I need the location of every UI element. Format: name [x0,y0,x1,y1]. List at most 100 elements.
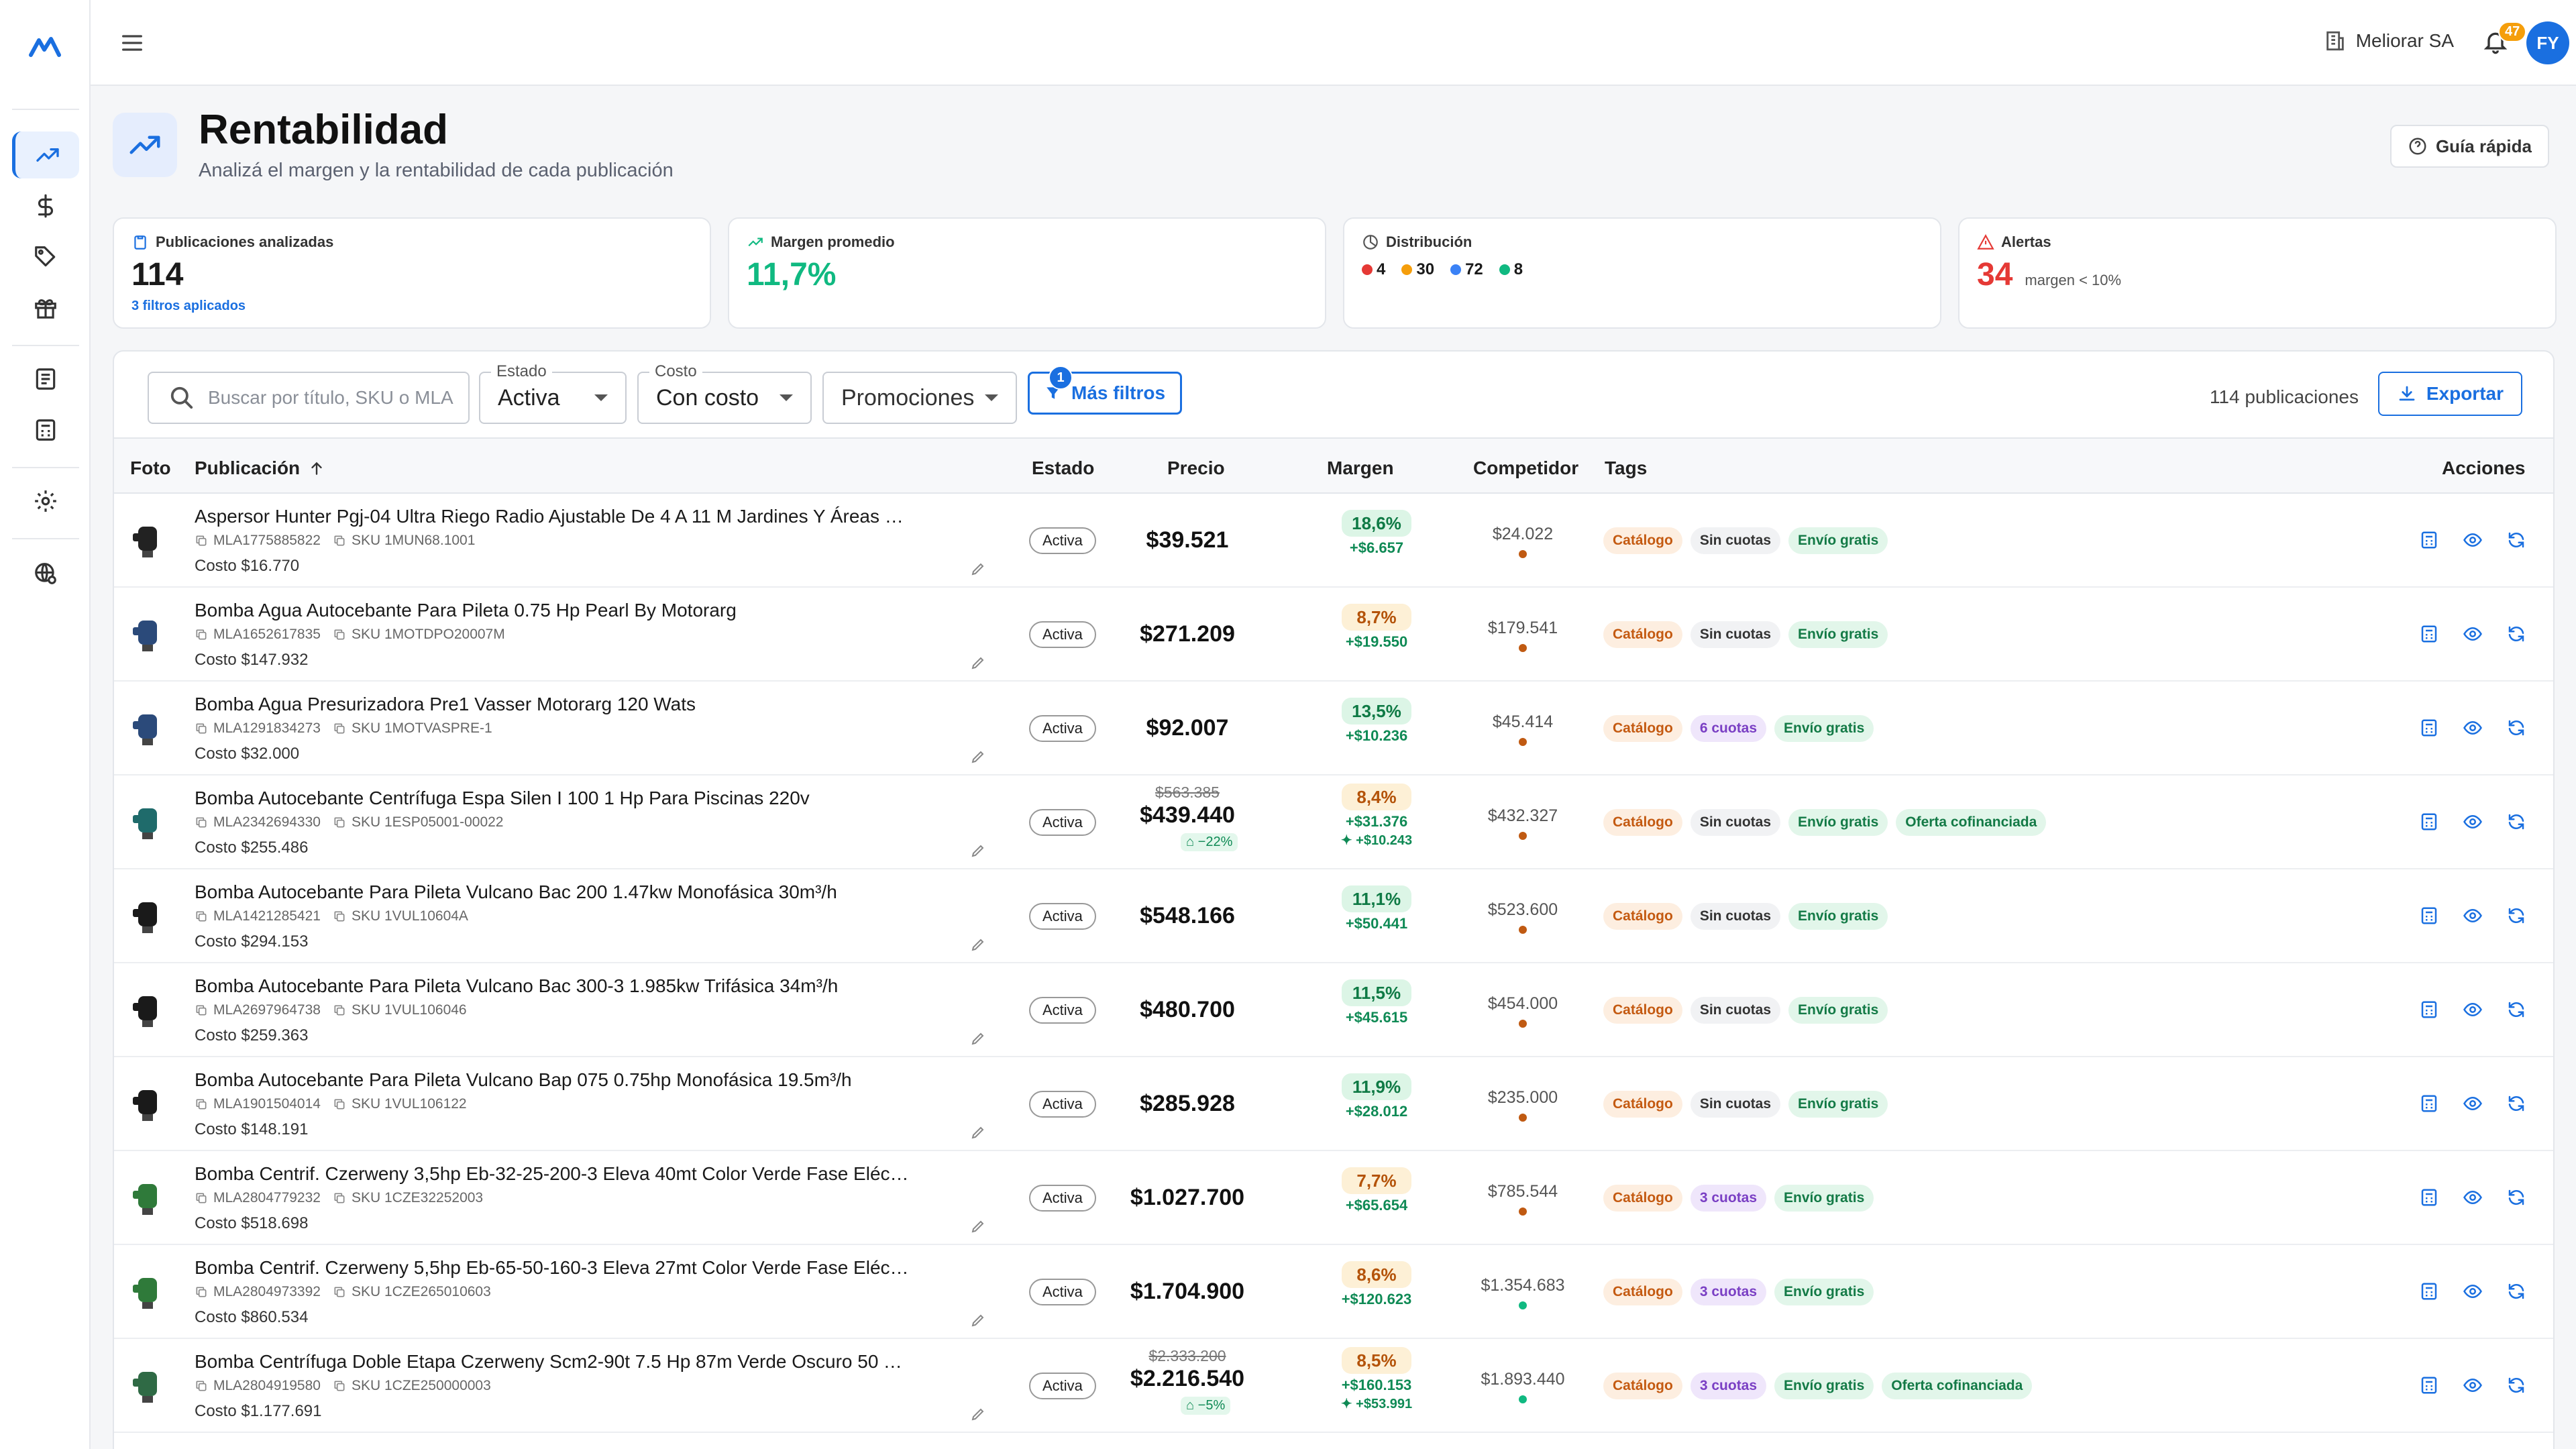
publication-title[interactable]: Bomba Centrífuga Doble Etapa Czerweny Sc… [195,1351,912,1372]
calculator-button[interactable] [2419,530,2439,550]
calculator-button[interactable] [2419,1000,2439,1020]
edit-cost-button[interactable] [970,561,986,577]
product-thumbnail[interactable] [127,890,168,943]
table-row[interactable]: Bomba Centrif. Czerweny 5,5hp Eb-65-50-1… [114,1245,2553,1339]
view-eye-button[interactable] [2462,1000,2483,1020]
filters-applied-link[interactable]: 3 filtros aplicados [131,299,246,313]
publication-title[interactable]: Bomba Autocebante Centrífuga Espa Silen … [195,788,810,808]
publication-title[interactable]: Bomba Centrif. Czerweny 3,5hp Eb-32-25-2… [195,1163,912,1184]
table-row[interactable]: Bomba Agua Autocebante Para Pileta 0.75 … [114,588,2553,682]
sku-id[interactable]: SKU 1VUL106046 [333,1002,467,1018]
mla-id[interactable]: MLA2804779232 [195,1190,321,1206]
nav-configuracion[interactable] [12,478,79,525]
search-input[interactable] [208,387,463,409]
refresh-button[interactable] [2506,1093,2526,1114]
notifications-button[interactable]: 47 [2482,21,2527,55]
view-eye-button[interactable] [2462,1375,2483,1395]
view-eye-button[interactable] [2462,812,2483,832]
publication-title[interactable]: Bomba Agua Presurizadora Pre1 Vasser Mot… [195,694,696,714]
edit-cost-button[interactable] [970,749,986,765]
table-row[interactable]: Bomba Agua Presurizadora Pre1 Vasser Mot… [114,682,2553,775]
calculator-button[interactable] [2419,624,2439,644]
table-row[interactable]: Bomba Centrífuga Doble Etapa Czerweny Sc… [114,1339,2553,1433]
product-thumbnail[interactable] [127,514,168,568]
view-eye-button[interactable] [2462,530,2483,550]
nav-calculadora[interactable] [12,407,79,453]
table-row[interactable]: Bomba Autocebante Centrífuga Espa Silen … [114,775,2553,869]
sku-id[interactable]: SKU 1CZE32252003 [333,1190,483,1206]
refresh-button[interactable] [2506,1281,2526,1301]
nav-reportes[interactable] [12,356,79,402]
view-eye-button[interactable] [2462,1187,2483,1208]
calculator-button[interactable] [2419,1093,2439,1114]
refresh-button[interactable] [2506,624,2526,644]
export-button[interactable]: Exportar [2377,372,2522,416]
product-thumbnail[interactable] [127,1359,168,1413]
edit-cost-button[interactable] [970,655,986,671]
edit-cost-button[interactable] [970,1406,986,1422]
view-eye-button[interactable] [2462,906,2483,926]
publication-title[interactable]: Bomba Autocebante Para Pileta Vulcano Ba… [195,881,837,902]
more-filters-button[interactable]: 1 Más filtros [1028,366,1183,415]
refresh-button[interactable] [2506,906,2526,926]
calculator-button[interactable] [2419,1187,2439,1208]
edit-cost-button[interactable] [970,1218,986,1234]
table-row[interactable]: Bomba Autocebante Para Pileta Vulcano Ba… [114,1057,2553,1151]
nav-rentabilidad[interactable] [12,131,79,178]
menu-toggle-button[interactable] [119,30,146,56]
view-eye-button[interactable] [2462,1281,2483,1301]
sku-id[interactable]: SKU 1MOTVASPRE-1 [333,720,492,737]
product-thumbnail[interactable] [127,1077,168,1131]
col-publicacion[interactable]: Publicación [195,458,325,479]
product-thumbnail[interactable] [127,702,168,755]
mla-id[interactable]: MLA1421285421 [195,908,321,924]
edit-cost-button[interactable] [970,1312,986,1328]
sku-id[interactable]: SKU 1CZE265010603 [333,1284,491,1300]
table-row[interactable]: Bomba Autocebante Para Pileta Vulcano Ba… [114,869,2553,963]
product-thumbnail[interactable] [127,1265,168,1319]
refresh-button[interactable] [2506,1375,2526,1395]
table-row[interactable]: Bomba Autocebante Para Pileta Vulcano Ba… [114,963,2553,1057]
refresh-button[interactable] [2506,812,2526,832]
search-box[interactable] [148,372,470,424]
product-thumbnail[interactable] [127,608,168,661]
promociones-select[interactable]: Promociones [822,372,1017,424]
user-avatar[interactable]: FY [2526,21,2569,64]
calculator-button[interactable] [2419,906,2439,926]
nav-cuentas[interactable] [12,550,79,597]
view-eye-button[interactable] [2462,1093,2483,1114]
publication-title[interactable]: Bomba Centrif. Czerweny 5,5hp Eb-65-50-1… [195,1257,912,1278]
organization-selector[interactable]: Meliorar SA [2324,30,2454,52]
edit-cost-button[interactable] [970,936,986,953]
publication-title[interactable]: Bomba Agua Autocebante Para Pileta 0.75 … [195,600,737,621]
publication-title[interactable]: Aspersor Hunter Pgj-04 Ultra Riego Radio… [195,506,912,527]
edit-cost-button[interactable] [970,1030,986,1046]
estado-select[interactable]: Estado Activa [479,362,627,424]
sku-id[interactable]: SKU 1VUL10604A [333,908,468,924]
mla-id[interactable]: MLA1901504014 [195,1096,321,1112]
calculator-button[interactable] [2419,718,2439,738]
calculator-button[interactable] [2419,812,2439,832]
nav-etiquetas[interactable] [12,233,79,280]
view-eye-button[interactable] [2462,718,2483,738]
refresh-button[interactable] [2506,1187,2526,1208]
publication-title[interactable]: Bomba Autocebante Para Pileta Vulcano Ba… [195,975,839,996]
refresh-button[interactable] [2506,530,2526,550]
table-row[interactable]: Aspersor Hunter Pgj-04 Ultra Riego Radio… [114,494,2553,588]
edit-cost-button[interactable] [970,1124,986,1140]
quick-guide-button[interactable]: Guía rápida [2390,125,2549,168]
table-row[interactable]: Bomba Centrif. Czerweny 3,5hp Eb-32-25-2… [114,1151,2553,1245]
product-thumbnail[interactable] [127,983,168,1037]
sku-id[interactable]: SKU 1CZE250000003 [333,1378,491,1394]
costo-select[interactable]: Costo Con costo [637,362,812,424]
refresh-button[interactable] [2506,718,2526,738]
mla-id[interactable]: MLA1652617835 [195,627,321,643]
publication-title[interactable]: Bomba Autocebante Para Pileta Vulcano Ba… [195,1069,852,1090]
edit-cost-button[interactable] [970,843,986,859]
mla-id[interactable]: MLA1291834273 [195,720,321,737]
sku-id[interactable]: SKU 1MUN68.1001 [333,533,475,549]
mla-id[interactable]: MLA2342694330 [195,814,321,830]
view-eye-button[interactable] [2462,624,2483,644]
refresh-button[interactable] [2506,1000,2526,1020]
nav-promociones[interactable] [12,284,79,331]
